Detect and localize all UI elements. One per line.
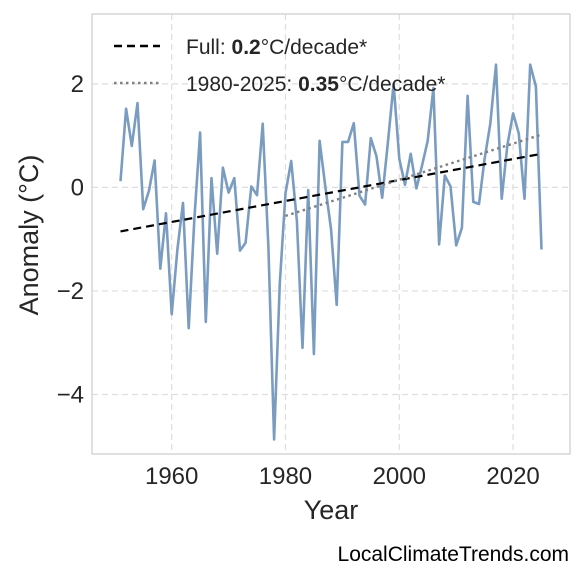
legend-series-name: 1980-2025: [186,73,298,96]
y-tick-label: −2 [57,278,84,305]
x-tick-labels: 1960 1980 2000 2020 [145,463,540,490]
legend-entry: 1980-2025: 0.35°C/decade* [186,73,445,96]
y-tick-label: 2 [71,71,84,98]
legend-series-name: Full: [186,36,232,59]
x-tick-label: 2000 [373,463,426,490]
grid [92,14,570,454]
x-tick-label: 1960 [145,463,198,490]
trend-line-full [120,152,542,233]
legend-rate-unit: °C/decade* [339,73,445,96]
legend-rate-value: 0.2 [232,36,261,59]
plot-frame [91,13,571,455]
y-tick-labels: −4 −2 0 2 [57,71,84,409]
x-tick-label: 1980 [259,463,312,490]
x-tick-label: 2020 [486,463,539,490]
trend-line-1980-2025 [285,133,542,218]
x-axis-title: Year [304,495,359,525]
y-axis-title: Anomaly (°C) [14,155,44,316]
legend-entry: Full: 0.2°C/decade* [186,36,367,59]
y-tick-label: −4 [57,381,84,408]
legend-rate-value: 0.35 [298,73,339,96]
y-tick-label: 0 [71,174,84,201]
legend: Full: 0.2°C/decade*1980-2025: 0.35°C/dec… [114,36,445,96]
credit-text: LocalClimateTrends.com [338,543,569,566]
series-layer [119,63,543,441]
legend-rate-unit: °C/decade* [261,36,367,59]
